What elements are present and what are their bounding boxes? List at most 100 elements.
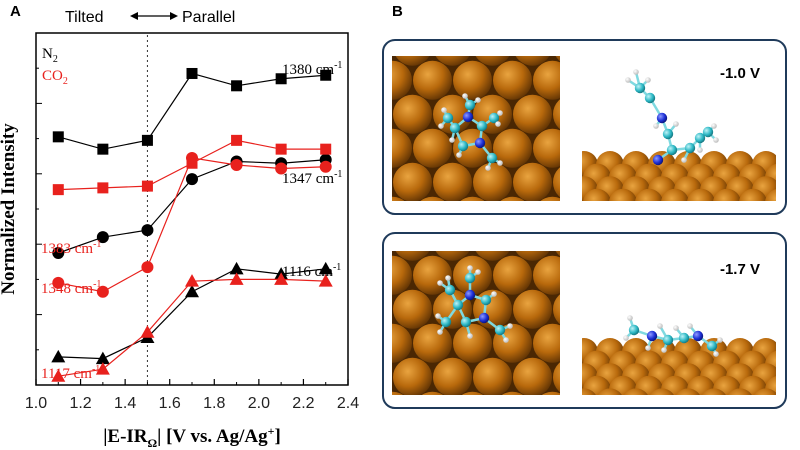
data-point-triangle bbox=[229, 261, 244, 275]
carbon-atom bbox=[452, 299, 464, 311]
parallel-label: Parallel bbox=[182, 9, 235, 26]
y-axis-label: Normalized Intensity bbox=[0, 123, 19, 295]
copper-atom bbox=[515, 56, 550, 66]
hydrogen-atom bbox=[627, 315, 633, 321]
hydrogen-atom bbox=[462, 93, 468, 99]
data-point-circle bbox=[52, 247, 65, 259]
carbon-atom bbox=[678, 332, 690, 344]
copper-atom bbox=[393, 357, 432, 395]
peak-label-co2-1117: 1117 cm-1 bbox=[41, 364, 100, 382]
data-point-circle bbox=[96, 231, 109, 244]
y-axis-ticks bbox=[36, 67, 42, 351]
nitrogen-atom bbox=[474, 137, 486, 149]
copper-atom bbox=[650, 388, 674, 395]
carbon-atom bbox=[480, 294, 492, 306]
hydrogen-atom bbox=[673, 121, 679, 127]
copper-atom bbox=[493, 60, 532, 100]
data-point-circle bbox=[186, 151, 198, 164]
peak-label-co2-1383: 1383 cm-1 bbox=[41, 239, 101, 257]
copper-atom bbox=[728, 388, 752, 395]
carbon-atom bbox=[662, 334, 674, 346]
data-point-square bbox=[275, 73, 287, 85]
copper-atom bbox=[533, 128, 560, 168]
data-point-circle bbox=[275, 162, 288, 175]
potential-label-bottom: -1.7 V bbox=[720, 261, 760, 278]
data-point-circle bbox=[319, 160, 332, 173]
copper-atom bbox=[553, 294, 560, 325]
copper-atom bbox=[433, 162, 472, 201]
copper-atom bbox=[392, 196, 405, 201]
data-point-triangle bbox=[51, 349, 66, 363]
copper-atom bbox=[598, 388, 622, 395]
nitrogen-atom bbox=[646, 330, 658, 342]
copper-atom bbox=[393, 289, 432, 329]
hydrogen-atom bbox=[435, 313, 441, 319]
legend-co2: CO2 bbox=[42, 68, 68, 87]
legend-n2: N2 bbox=[42, 46, 58, 65]
copper-atom bbox=[739, 188, 767, 201]
hydrogen-atom bbox=[467, 265, 473, 271]
copper-atom bbox=[435, 56, 470, 66]
hydrogen-atom bbox=[713, 351, 719, 357]
hydrogen-atom bbox=[437, 280, 443, 286]
copper-atom bbox=[553, 362, 560, 393]
hydrogen-atom bbox=[445, 275, 451, 281]
x-tick-label: 1.0 bbox=[25, 395, 47, 412]
copper-atom bbox=[676, 388, 700, 395]
copper-atom bbox=[392, 391, 404, 395]
data-point-square bbox=[231, 80, 243, 92]
data-point-triangle bbox=[140, 325, 155, 338]
peak-label-n2-1380: 1380 cm-1 bbox=[282, 60, 342, 78]
copper-atom bbox=[553, 167, 560, 198]
copper-atom bbox=[413, 128, 452, 168]
copper-atom bbox=[395, 251, 430, 261]
data-point-triangle bbox=[95, 351, 110, 365]
hydrogen-atom bbox=[713, 137, 719, 143]
data-point-square bbox=[275, 143, 287, 155]
hydrogen-atom bbox=[653, 123, 659, 129]
data-point-square bbox=[141, 180, 153, 192]
x-tick-label: 2.0 bbox=[248, 395, 270, 412]
hydrogen-atom bbox=[507, 323, 513, 329]
hydrogen-atom bbox=[456, 152, 462, 158]
copper-atom bbox=[475, 56, 510, 66]
hydrogen-atom bbox=[681, 157, 687, 163]
data-point-circle bbox=[96, 285, 109, 298]
carbon-atom bbox=[457, 140, 469, 152]
peak-label-n2-1347: 1347 cm-1 bbox=[282, 169, 342, 187]
nitrogen-atom bbox=[462, 111, 474, 123]
copper-atom bbox=[501, 391, 524, 395]
data-point-circle bbox=[141, 261, 154, 274]
copper-atom bbox=[513, 94, 552, 134]
carbon-atom bbox=[662, 128, 674, 140]
carbon-atom bbox=[684, 142, 696, 154]
copper-atom bbox=[461, 391, 484, 395]
data-point-square bbox=[52, 131, 64, 143]
copper-atom bbox=[433, 357, 472, 395]
data-point-square bbox=[231, 134, 243, 146]
copper-atom bbox=[702, 388, 726, 395]
copper-atom bbox=[583, 188, 611, 201]
data-point-circle bbox=[52, 276, 65, 289]
copper-atom bbox=[635, 188, 663, 201]
carbon-atom bbox=[476, 120, 488, 132]
copper-atom bbox=[460, 196, 485, 201]
copper-atom bbox=[413, 60, 452, 100]
copper-atom bbox=[513, 162, 552, 201]
data-point-square bbox=[320, 143, 332, 155]
top-view-snapshot-1 bbox=[392, 56, 560, 201]
regime-arrow bbox=[130, 12, 178, 20]
data-point-triangle bbox=[229, 272, 244, 285]
copper-atom bbox=[540, 196, 560, 201]
hydrogen-atom bbox=[495, 121, 501, 127]
copper-atom bbox=[609, 188, 637, 201]
x-tick-label: 1.2 bbox=[69, 395, 91, 412]
x-tick-label: 2.2 bbox=[292, 395, 314, 412]
potential-label-top: -1.0 V bbox=[720, 65, 760, 82]
hydrogen-atom bbox=[475, 97, 481, 103]
side-view-snapshot-2 bbox=[582, 315, 776, 395]
data-point-square bbox=[97, 182, 109, 194]
hydrogen-atom bbox=[645, 77, 651, 83]
carbon-atom bbox=[444, 284, 456, 296]
data-point-triangle bbox=[274, 272, 289, 285]
